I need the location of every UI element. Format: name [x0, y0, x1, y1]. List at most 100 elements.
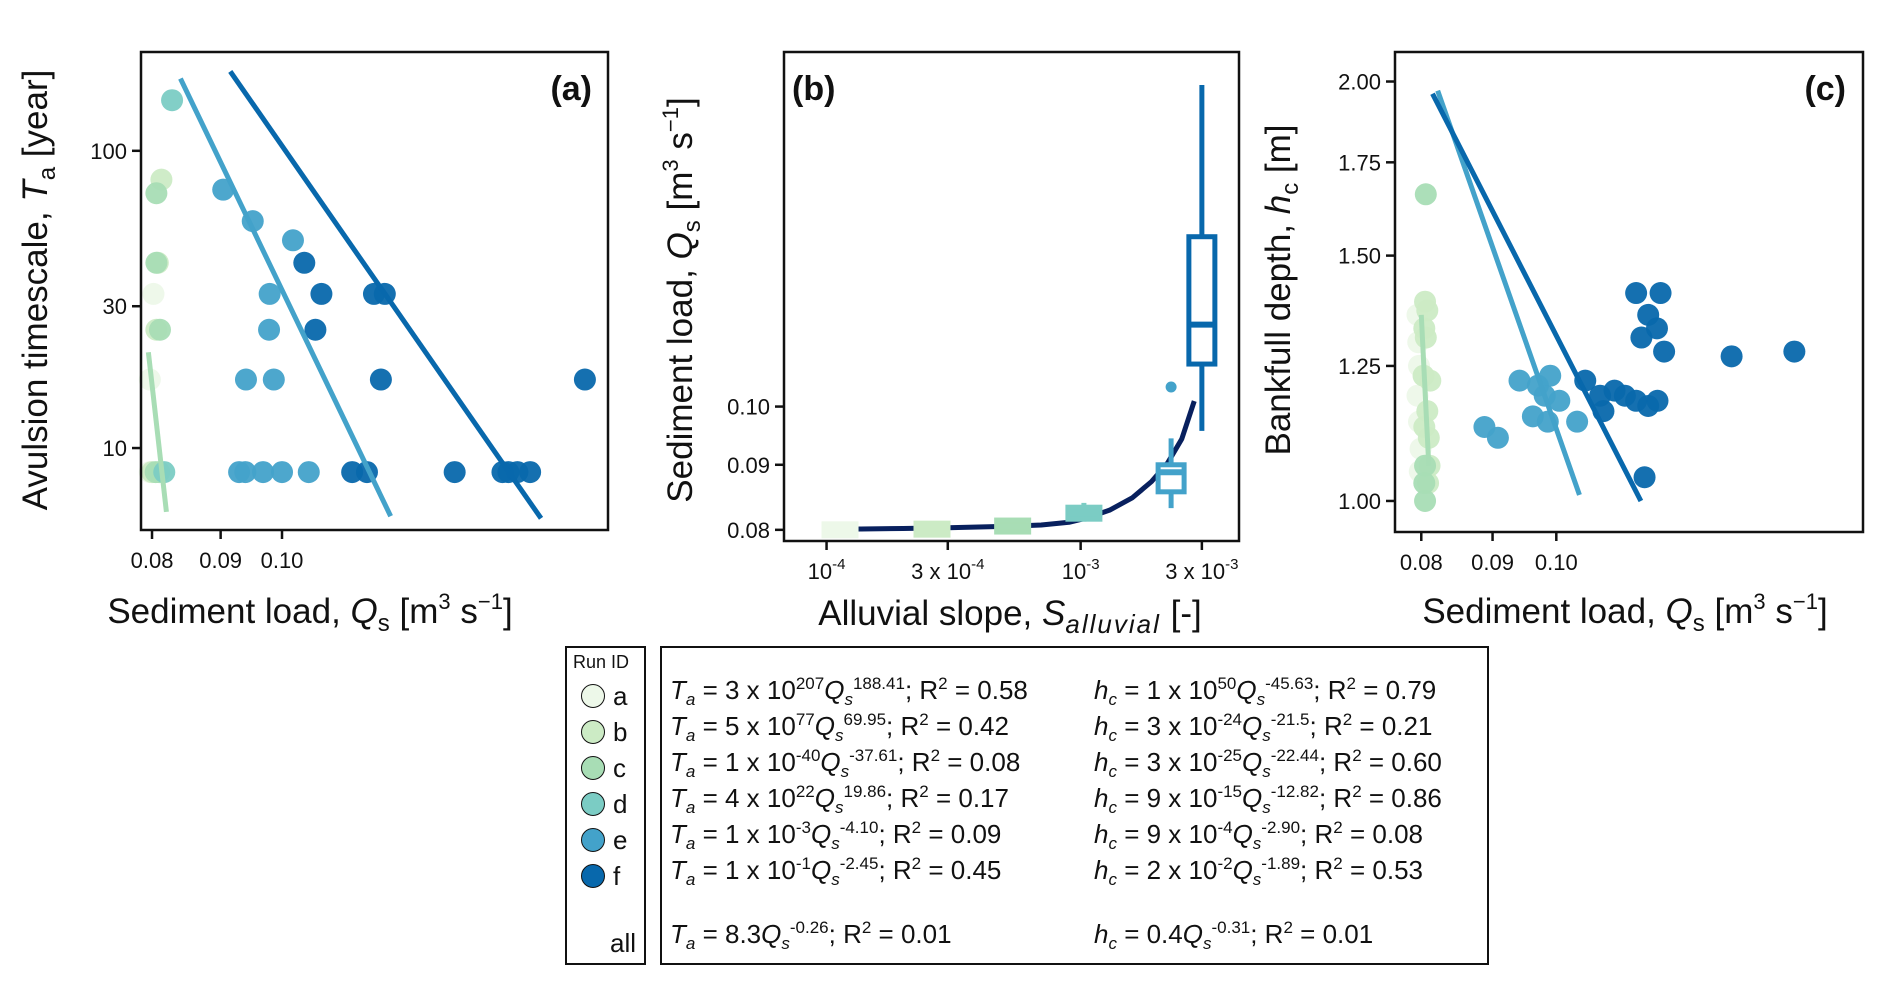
point-run-e [252, 461, 275, 484]
equation-h-run-f: hc = 2 x 10-2Qs-1.89; R2 = 0.53 [1094, 854, 1423, 889]
point-run-e [262, 368, 285, 391]
panel-b-xlabel: Alluvial slope, Salluvial [-] [818, 594, 1201, 639]
panel-a-ytick-label: 100 [90, 139, 127, 164]
point-run-c [145, 251, 168, 274]
panel-a-marks [138, 69, 596, 520]
panel-b-ticks: 10-4 3 x 10-4 10-3 3 x 10-3 0.08 0.09 0.10 [727, 395, 1238, 584]
legend-item-a: a [581, 680, 627, 712]
boxplot-run-a [821, 521, 859, 539]
boxplot-run-d [1065, 502, 1103, 522]
panel-c-ytick-label: 1.25 [1338, 354, 1381, 379]
point-run-f [1783, 340, 1806, 363]
legend-swatch-b [581, 720, 605, 744]
panel-a-frame [139, 50, 610, 532]
equation-T-run-e: Ta = 1 x 10-3Qs-4.10; R2 = 0.09 [670, 818, 1002, 853]
panel-c-ticks: 0.08 0.09 0.10 1.00 1.25 1.50 1.75 2.00 [1338, 70, 1578, 575]
legend-swatch-e [581, 828, 605, 852]
equation-T-run-a: Ta = 3 x 10207Qs188.41; R2 = 0.58 [670, 674, 1028, 709]
point-run-f [1720, 345, 1743, 368]
equation-h-run-c: hc = 3 x 10-25Qs-22.44; R2 = 0.60 [1094, 746, 1442, 781]
point-run-f [1653, 340, 1676, 363]
fit-line-run-f [1430, 92, 1644, 503]
equation-T-run-all: Ta = 8.3Qs-0.26; R2 = 0.01 [670, 918, 952, 953]
point-run-c [1414, 489, 1437, 512]
legend-label: d [613, 788, 628, 819]
point-run-f [1633, 466, 1656, 489]
legend-title: Run ID [573, 652, 630, 672]
boxplot-run-e [1155, 381, 1187, 509]
equation-h-run-b: hc = 3 x 10-24Qs-21.5; R2 = 0.21 [1094, 710, 1433, 745]
panel-c-xlabel: Sediment load, Qs [m3 s−1] [1422, 589, 1827, 637]
legend-all-label: all [609, 928, 636, 958]
panel-b-ytick-label: 0.10 [727, 395, 770, 420]
fit-line-run-f [228, 69, 544, 520]
point-run-e [258, 282, 281, 305]
panel-c-ytick-label: 1.75 [1338, 150, 1381, 175]
legend-item-c: c [581, 752, 626, 784]
panel-a-ytick-label: 30 [103, 294, 127, 319]
point-run-d [161, 89, 184, 112]
point-run-e [1486, 426, 1509, 449]
fit-line-run-e [178, 77, 393, 518]
panel-b-ytick-label: 0.09 [727, 453, 770, 478]
point-run-f [573, 368, 596, 391]
legend-label: c [613, 752, 626, 783]
panel-b-frame [782, 50, 1241, 543]
point-run-e [1566, 410, 1589, 433]
point-run-f [1649, 282, 1672, 305]
boxplot-run-b [913, 520, 951, 538]
equation-T-run-d: Ta = 4 x 1022Qs19.86; R2 = 0.17 [670, 782, 1009, 817]
panel-c-ytick-label: 1.50 [1338, 244, 1381, 269]
legend-item-e: e [581, 824, 627, 856]
point-run-e [297, 461, 320, 484]
point-run-b [1414, 326, 1437, 349]
panel-a-ylabel: Avulsion timescale, Ta [year] [16, 70, 61, 511]
panel-c-xtick-label: 0.09 [1471, 550, 1514, 575]
legend-label: b [613, 716, 628, 747]
legend-item-b: b [581, 716, 627, 748]
legend-swatch-c [581, 756, 605, 780]
point-run-e [1508, 369, 1531, 392]
point-run-e [258, 318, 281, 341]
fit-line-run-c [145, 351, 169, 513]
boxplot-run-f [1186, 84, 1218, 431]
panel-b: 10-4 3 x 10-4 10-3 3 x 10-3 0.08 0.09 0.10 (b)… [658, 50, 1241, 639]
panel-a-xtick-label: 0.10 [261, 548, 304, 573]
panel-c-ytick-label: 2.00 [1338, 70, 1381, 95]
equation-h-run-a: hc = 1 x 1050Qs-45.63; R2 = 0.79 [1094, 674, 1437, 709]
equation-T-run-c: Ta = 1 x 10-40Qs-37.61; R2 = 0.08 [670, 746, 1021, 781]
equation-h-run-e: hc = 9 x 10-4Qs-2.90; R2 = 0.08 [1094, 818, 1423, 853]
panel-b-xtick-label: 3 x 10-4 [911, 556, 984, 584]
panel-c-frame [1393, 50, 1865, 534]
point-run-c [145, 182, 168, 205]
panel-c-ytick-label: 1.00 [1338, 489, 1381, 514]
panel-a-xtick-label: 0.08 [131, 548, 174, 573]
equation-h-run-all: hc = 0.4Qs-0.31; R2 = 0.01 [1094, 918, 1374, 953]
panel-a-ticks: 0.08 0.09 0.10 10 30 100 [90, 139, 303, 573]
equation-T-run-b: Ta = 5 x 1077Qs69.95; R2 = 0.42 [670, 710, 1009, 745]
panel-b-ytick-label: 0.08 [727, 518, 770, 543]
fit-line-run-c [1418, 314, 1432, 466]
panel-a-ytick-label: 10 [103, 436, 127, 461]
legend-item-d: d [581, 788, 627, 820]
point-run-f [1646, 389, 1669, 412]
panel-c-tag: (c) [1804, 70, 1846, 108]
panel-b-xtick-label: 10-3 [1062, 556, 1100, 584]
legend-item-f: f [581, 860, 620, 892]
panel-c-marks [1406, 89, 1806, 512]
fit-curve-all [851, 400, 1197, 532]
boxplot-run-c [994, 517, 1032, 535]
legend-label: a [613, 680, 628, 711]
box [1186, 234, 1218, 367]
panel-c-xtick-label: 0.10 [1535, 550, 1578, 575]
panel-b-xtick-label: 10-4 [808, 556, 846, 584]
panel-b-marks [821, 84, 1218, 539]
point-run-c [1413, 472, 1436, 495]
panel-a: 0.08 0.09 0.10 10 30 100 (a) Sediment load, Q… [16, 50, 610, 637]
legend-label: e [613, 824, 628, 855]
panel-c: 0.08 0.09 0.10 1.00 1.25 1.50 1.75 2.00 (c) Sed… [1259, 50, 1865, 637]
point-run-a [142, 282, 165, 305]
panel-b-tag: (b) [792, 70, 835, 108]
